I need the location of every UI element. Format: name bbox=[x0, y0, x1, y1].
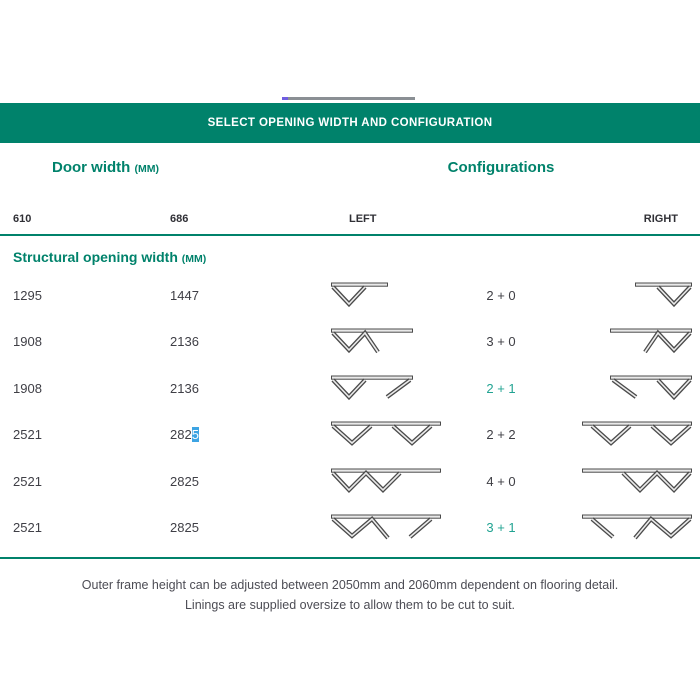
config-row-3-plus-0[interactable]: 1908 2136 3 + 0 bbox=[0, 319, 700, 366]
config-label-2-plus-0[interactable]: 2 + 0 bbox=[486, 287, 516, 303]
config-diagram-4-plus-0-right-icon bbox=[582, 468, 692, 493]
config-diagram-2-plus-2-left-icon bbox=[331, 421, 441, 447]
config-label-4-plus-0[interactable]: 4 + 0 bbox=[486, 473, 516, 489]
scrollbar-artifact bbox=[282, 97, 415, 100]
config-diagram-3-plus-1-left-icon bbox=[331, 514, 441, 540]
width-610-value: 2521 bbox=[13, 520, 42, 536]
config-row-2-plus-0[interactable]: 1295 1447 2 + 0 bbox=[0, 272, 700, 319]
config-label-2-plus-1[interactable]: 2 + 1 bbox=[486, 380, 516, 396]
config-diagram-2-plus-1-right-icon bbox=[610, 375, 692, 400]
width-610-value: 1908 bbox=[13, 334, 42, 350]
config-label-3-plus-0[interactable]: 3 + 0 bbox=[486, 334, 516, 350]
width-686-value: 2136 bbox=[170, 380, 199, 396]
width-610-value: 2521 bbox=[13, 427, 42, 443]
footer-notes: Outer frame height can be adjusted betwe… bbox=[0, 575, 700, 615]
banner-title: SELECT OPENING WIDTH AND CONFIGURATION bbox=[207, 117, 493, 129]
door-width-unit: (MM) bbox=[134, 163, 160, 175]
width-686-value: 1447 bbox=[170, 287, 199, 303]
width-610-value: 1295 bbox=[13, 287, 42, 303]
width-686-value: 2825 bbox=[170, 427, 199, 443]
config-label-3-plus-1[interactable]: 3 + 1 bbox=[486, 520, 516, 536]
footer-note-2: Linings are supplied oversize to allow t… bbox=[184, 598, 516, 612]
config-row-2-plus-1[interactable]: 1908 2136 2 + 1 bbox=[0, 365, 700, 412]
config-diagram-2-plus-0-right-icon bbox=[635, 282, 692, 307]
structural-opening-width-heading: Structural opening width (MM) bbox=[13, 249, 207, 265]
footer-note-1: Outer frame height can be adjusted betwe… bbox=[81, 578, 619, 592]
door-width-heading: Door width (MM) bbox=[52, 159, 160, 176]
configurations-heading: Configurations bbox=[447, 159, 555, 176]
config-diagram-4-plus-0-left-icon bbox=[331, 468, 441, 493]
config-diagram-2-plus-0-left-icon bbox=[331, 282, 388, 307]
divider-bottom bbox=[0, 557, 700, 559]
config-diagram-3-plus-1-right-icon bbox=[582, 514, 692, 540]
column-header-right: RIGHT bbox=[643, 213, 678, 225]
configuration-table: Door width (MM) Configurations 610 686 L… bbox=[0, 143, 700, 615]
config-diagram-2-plus-1-left-icon bbox=[331, 375, 413, 400]
column-header-610: 610 bbox=[13, 213, 32, 225]
config-row-2-plus-2[interactable]: 2521 2825 2 + 2 bbox=[0, 412, 700, 459]
width-686-value: 2825 bbox=[170, 520, 199, 536]
width-610-value: 2521 bbox=[13, 473, 42, 489]
table-header-groups: Door width (MM) Configurations bbox=[0, 143, 700, 189]
width-686-value: 2136 bbox=[170, 334, 199, 350]
structural-opening-width-unit: (MM) bbox=[181, 253, 207, 265]
config-row-4-plus-0[interactable]: 2521 2825 4 + 0 bbox=[0, 458, 700, 505]
config-row-3-plus-1[interactable]: 2521 2825 3 + 1 bbox=[0, 505, 700, 552]
scrollbar-artifact-accent bbox=[282, 97, 288, 100]
table-column-headers: 610 686 LEFT RIGHT bbox=[0, 189, 700, 234]
width-686-value: 2825 bbox=[170, 473, 199, 489]
column-header-686: 686 bbox=[170, 213, 189, 225]
selected-digit: 5 bbox=[191, 427, 199, 443]
config-diagram-3-plus-0-left-icon bbox=[331, 328, 413, 354]
config-diagram-2-plus-2-right-icon bbox=[582, 421, 692, 447]
section-banner: SELECT OPENING WIDTH AND CONFIGURATION bbox=[0, 103, 700, 143]
column-header-left: LEFT bbox=[349, 213, 377, 225]
width-610-value: 1908 bbox=[13, 380, 42, 396]
config-label-2-plus-2[interactable]: 2 + 2 bbox=[486, 427, 516, 443]
config-diagram-3-plus-0-right-icon bbox=[610, 328, 692, 354]
divider-top bbox=[0, 234, 700, 236]
